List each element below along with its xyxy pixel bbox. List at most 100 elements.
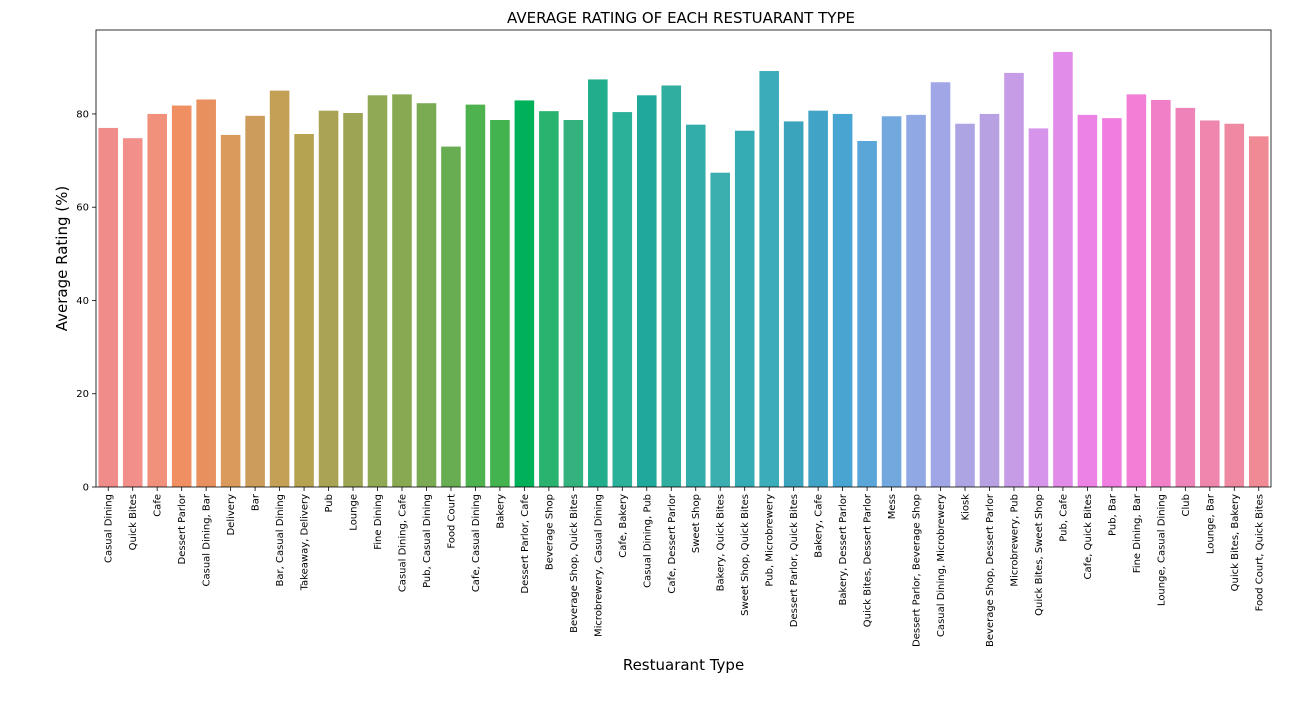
x-tick-label: Cafe, Dessert Parlor: [667, 493, 678, 593]
x-tick-label: Lounge, Casual Dining: [1156, 494, 1167, 606]
bar: [392, 94, 412, 487]
x-tick-label: Dessert Parlor, Cafe: [520, 494, 531, 594]
x-tick-label: Casual Dining, Pub: [642, 494, 653, 588]
bar: [416, 103, 437, 488]
bar: [245, 115, 265, 488]
x-tick-label: Takeaway, Delivery: [300, 494, 311, 591]
x-tick-label: Bakery, Dessert Parlor: [838, 493, 849, 605]
bar: [612, 112, 633, 487]
bar: [1200, 120, 1220, 487]
bar: [906, 114, 926, 488]
bar: [588, 79, 608, 488]
x-tick-label: Bakery, Cafe: [814, 494, 825, 558]
bar: [636, 95, 657, 487]
bar: [1028, 128, 1049, 487]
x-tick-label: Casual Dining: [104, 494, 115, 563]
bar: [122, 138, 143, 487]
x-axis-label: Restuarant Type: [623, 656, 744, 674]
x-tick-label: Bar: [251, 493, 262, 511]
y-tick-label: 20: [76, 389, 89, 400]
bars-group: [98, 51, 1269, 488]
chart-title: AVERAGE RATING OF EACH RESTUARANT TYPE: [507, 9, 855, 27]
bar: [930, 82, 951, 487]
plot-frame: [95, 29, 1272, 488]
x-tick-label: Quick Bites, Sweet Shop: [1034, 494, 1045, 616]
bar: [1126, 94, 1147, 487]
bar: [1077, 114, 1098, 488]
y-axis: 0 20 40 60 80: [76, 109, 96, 494]
x-tick-label: Casual Dining, Microbrewery: [936, 494, 947, 637]
bar: [220, 134, 241, 488]
bar: [171, 105, 192, 487]
x-tick-label: Sweet Shop, Quick Bites: [740, 494, 751, 616]
x-tick-label: Dessert Parlor, Quick Bites: [789, 494, 800, 627]
x-tick-label: Cafe: [153, 494, 164, 517]
bar: [514, 100, 535, 488]
bar: [98, 127, 119, 488]
bar: [1053, 51, 1073, 488]
x-tick-label: Quick Bites, Bakery: [1230, 494, 1241, 591]
bar: [1175, 107, 1196, 487]
bar: [490, 120, 510, 487]
bar: [563, 120, 584, 487]
x-tick-label: Cafe, Bakery: [618, 494, 629, 558]
x-tick-label: Pub, Microbrewery: [765, 494, 776, 587]
bar: [539, 111, 559, 487]
x-tick-label: Bakery, Quick Bites: [716, 494, 727, 591]
bar: [661, 85, 682, 488]
x-tick-label: Bakery: [495, 494, 506, 529]
bar: [367, 95, 388, 487]
bar: [979, 113, 1000, 487]
bar: [1248, 136, 1269, 487]
x-tick-label: Dessert Parlor: [177, 493, 188, 564]
y-axis-label: Average Rating (%): [53, 186, 71, 331]
x-tick-label: Cafe, Casual Dining: [471, 494, 482, 592]
bar: [832, 113, 853, 487]
x-tick-label: Mess: [887, 494, 898, 519]
bar: [196, 99, 216, 487]
y-tick-label: 0: [83, 483, 89, 494]
x-tick-label: Kiosk: [961, 494, 972, 521]
x-tick-label: Quick Bites: [128, 494, 139, 550]
x-tick-label: Lounge, Bar: [1205, 493, 1216, 554]
x-tick-label: Beverage Shop, Dessert Parlor: [985, 493, 996, 647]
x-tick-label: Casual Dining, Cafe: [397, 494, 408, 592]
x-tick-label: Pub: [324, 494, 335, 513]
x-tick-label: Food Court: [446, 494, 457, 549]
bar: [881, 116, 902, 488]
bar: [710, 172, 731, 487]
x-tick-label: Microbrewery, Pub: [1009, 494, 1020, 587]
x-axis: Casual Dining Quick Bites Cafe Dessert Parl…: [104, 487, 1265, 647]
bar: [1151, 99, 1171, 487]
y-tick-label: 40: [76, 296, 89, 307]
x-tick-label: Lounge: [349, 494, 360, 531]
bar: [465, 104, 486, 488]
bar: [857, 140, 877, 488]
bar: [147, 113, 167, 487]
bar: [269, 90, 290, 488]
x-tick-label: Fine Dining: [373, 494, 384, 550]
bar: [685, 124, 706, 487]
bar: [759, 71, 779, 487]
x-tick-label: Beverage Shop: [544, 494, 555, 570]
bar: [1224, 123, 1245, 487]
x-tick-label: Casual Dining, Bar: [202, 493, 213, 586]
x-tick-label: Club: [1181, 494, 1192, 516]
x-tick-label: Pub, Bar: [1107, 493, 1118, 536]
bar: [294, 133, 314, 488]
x-tick-label: Pub, Casual Dining: [422, 494, 433, 588]
bar: [783, 121, 804, 488]
x-tick-label: Fine Dining, Bar: [1132, 493, 1143, 573]
x-tick-label: Cafe, Quick Bites: [1083, 494, 1094, 580]
x-tick-label: Bar, Casual Dining: [275, 494, 286, 586]
bar: [955, 123, 975, 487]
bar: [1102, 118, 1122, 487]
x-tick-label: Quick Bites, Dessert Parlor: [863, 493, 874, 627]
bar: [1004, 72, 1024, 488]
x-tick-label: Delivery: [226, 494, 237, 536]
bar: [441, 146, 461, 487]
x-tick-label: Dessert Parlor, Beverage Shop: [912, 494, 923, 647]
y-tick-label: 60: [76, 203, 89, 214]
x-tick-label: Sweet Shop: [691, 494, 702, 553]
